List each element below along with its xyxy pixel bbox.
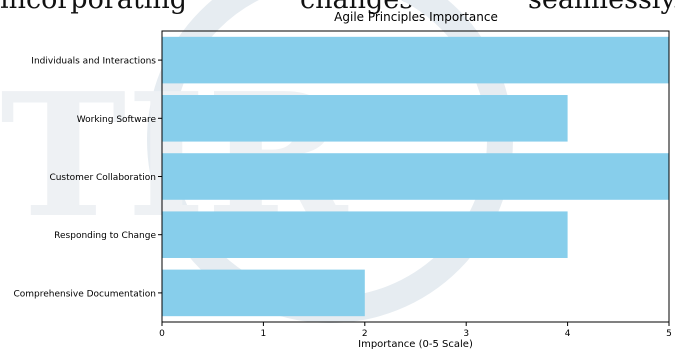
bar <box>162 153 669 200</box>
y-tick-label: Individuals and Interactions <box>31 57 156 67</box>
background-word: changes <box>300 0 413 15</box>
bar <box>162 211 568 258</box>
chart-title: Agile Principles Importance <box>334 10 498 24</box>
x-axis-label: Importance (0-5 Scale) <box>358 339 473 350</box>
x-tick-label: 4 <box>565 329 571 339</box>
x-tick-label: 1 <box>261 329 267 339</box>
y-tick-label: Responding to Change <box>54 231 156 241</box>
background-word: seamlessly. <box>528 0 675 15</box>
bar <box>162 269 365 317</box>
plot-frame <box>161 30 670 323</box>
y-tick-label: Working Software <box>77 115 157 125</box>
x-tick-label: 5 <box>666 329 672 339</box>
plot-area: Individuals and Interactions Working Soft… <box>13 36 672 339</box>
background-document-text: incorporating changes seamlessly. <box>0 0 675 15</box>
x-tick-label: 2 <box>362 329 368 339</box>
y-tick-label: Customer Collaboration <box>49 173 156 183</box>
x-tick-label: 3 <box>463 329 469 339</box>
bar <box>162 95 568 142</box>
background-word: incorporating <box>0 0 187 15</box>
x-tick-label: 0 <box>159 329 165 339</box>
y-tick-label: Comprehensive Documentation <box>13 289 156 299</box>
bar <box>162 36 669 84</box>
